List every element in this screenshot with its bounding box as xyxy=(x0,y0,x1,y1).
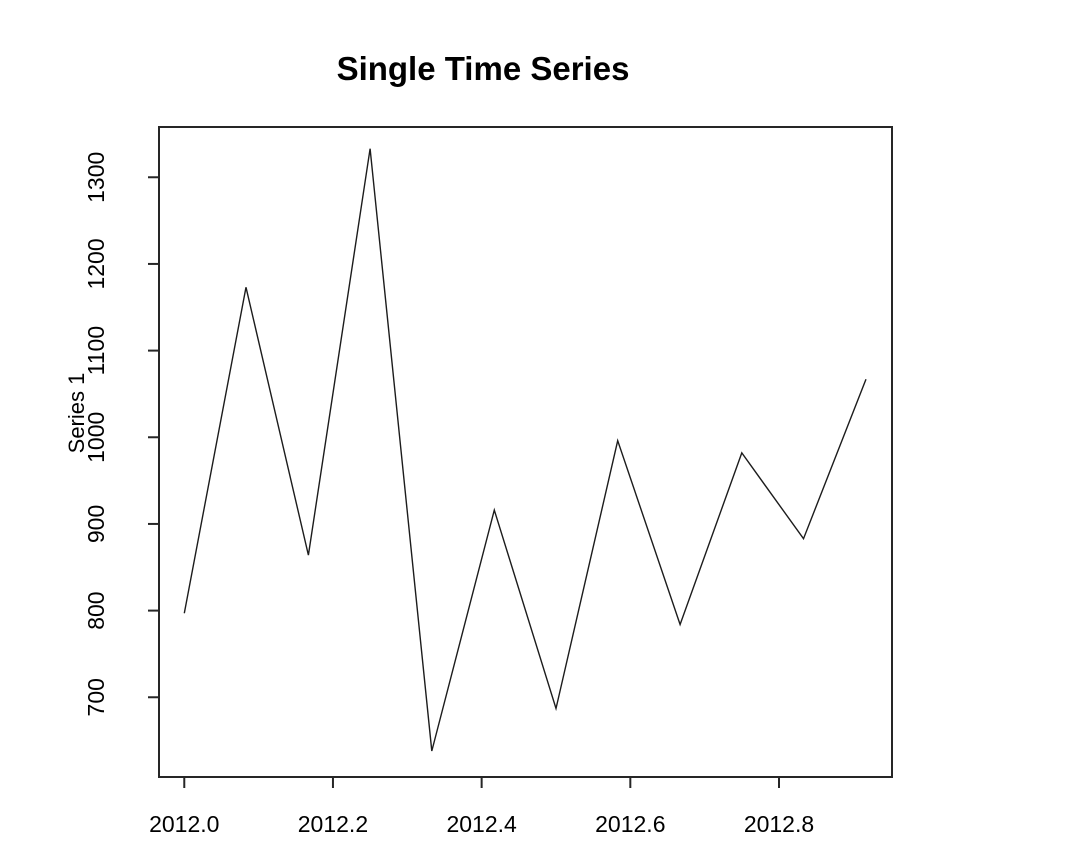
y-tick-label: 1100 xyxy=(83,326,109,375)
y-tick-label: 1200 xyxy=(83,238,109,289)
y-tick-label: 1000 xyxy=(83,412,109,463)
y-tick-label: 1300 xyxy=(83,152,109,203)
y-tick-label: 800 xyxy=(83,591,109,629)
y-tick-label: 900 xyxy=(83,505,109,543)
x-tick-label: 2012.8 xyxy=(744,811,814,837)
y-tick-label: 700 xyxy=(83,678,109,716)
series-line xyxy=(183,148,867,752)
x-tick-label: 2012.0 xyxy=(149,811,219,837)
chart-title: Single Time Series xyxy=(336,50,630,87)
y-axis-label: Series 1 xyxy=(64,372,89,454)
plot-border xyxy=(158,126,893,778)
x-tick-label: 2012.4 xyxy=(446,811,517,837)
x-tick-label: 2012.6 xyxy=(595,811,665,837)
x-tick-label: 2012.2 xyxy=(298,811,368,837)
